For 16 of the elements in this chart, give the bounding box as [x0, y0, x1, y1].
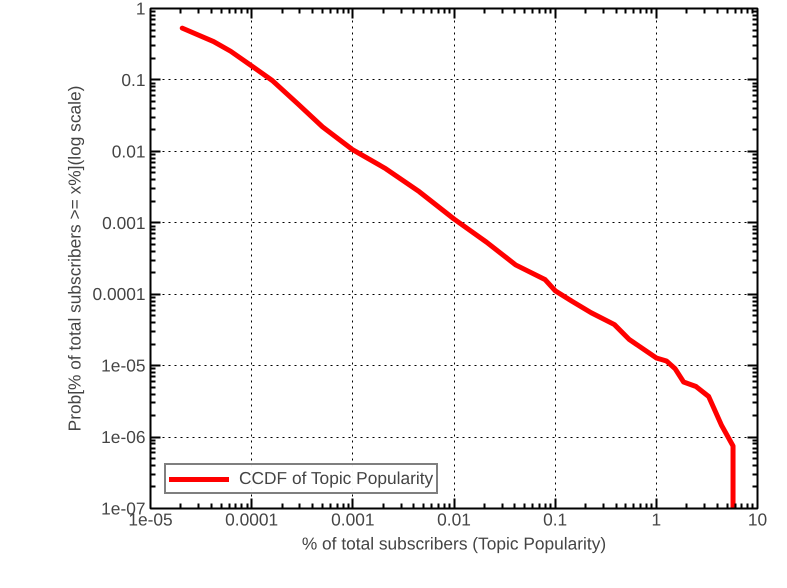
y-tick-label: 0.01: [112, 141, 146, 162]
y-tick-label: 1e-05: [101, 356, 146, 376]
x-tick-label: 0.01: [437, 510, 471, 530]
x-tick-label: 0.1: [543, 510, 568, 530]
y-tick-label: 0.001: [102, 212, 146, 233]
y-tick-label: 1e-06: [101, 427, 146, 448]
y-axis-title: Prob[% of total subscribers >= x%](log scale): [64, 86, 84, 432]
y-tick-label: 1: [136, 0, 146, 18]
legend-label: CCDF of Topic Popularity: [239, 468, 434, 489]
x-axis-title: % of total subscribers (Topic Popularity): [302, 534, 606, 554]
y-tick-label: 0.0001: [92, 284, 146, 304]
x-tick-label: 1: [652, 510, 662, 530]
y-tick-label: 0.1: [121, 70, 146, 90]
x-tick-label: 10: [748, 510, 768, 530]
x-tick-label: 0.0001: [225, 510, 278, 530]
x-tick-label: 0.001: [331, 510, 375, 530]
